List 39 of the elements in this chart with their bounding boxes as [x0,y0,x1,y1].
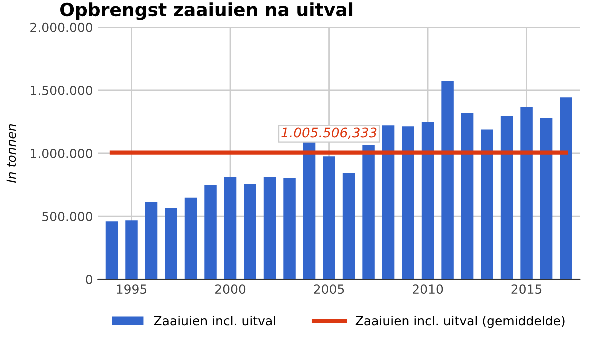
bar [184,198,198,280]
legend-label: Zaaiuien incl. uitval [154,316,276,326]
bar [342,173,356,280]
x-tick-label: 2005 [314,284,344,294]
annotation: 1.005.506,333 [282,128,377,140]
bar [323,156,336,280]
y-tick-label: 2.000.000 [30,22,92,32]
bar [204,186,217,280]
bar [106,222,118,280]
x-tick-label: 2000 [216,284,246,294]
bar [145,202,158,280]
bar [520,106,533,280]
bar [244,184,256,280]
x-tick-label: 2015 [512,284,542,294]
bar [165,208,178,280]
bar [500,116,514,280]
bar [422,122,434,280]
bar [442,81,454,280]
bar [264,177,276,280]
bar [481,130,494,280]
x-tick-label: 1995 [117,284,147,294]
bar [303,142,316,280]
legend-label: Zaaiuien incl. uitval (gemiddelde) [356,316,565,328]
y-axis-title: In tonnen [6,124,16,183]
x-tick-label: 2010 [413,284,444,294]
bar [540,118,553,280]
bar [402,126,414,280]
bar [362,145,375,280]
bar [560,98,572,280]
bar [461,113,474,280]
y-tick-label: 1.000.000 [31,148,92,158]
y-tick-label: 1.500.000 [31,86,92,96]
bar [382,126,395,280]
bar [224,177,237,280]
y-tick-label: 0 [86,275,92,284]
chart-title: Opbrengst zaaiuien na uitval [60,2,353,20]
bar [284,178,296,280]
y-tick-label: 500.000 [42,212,92,222]
bar [126,220,138,280]
